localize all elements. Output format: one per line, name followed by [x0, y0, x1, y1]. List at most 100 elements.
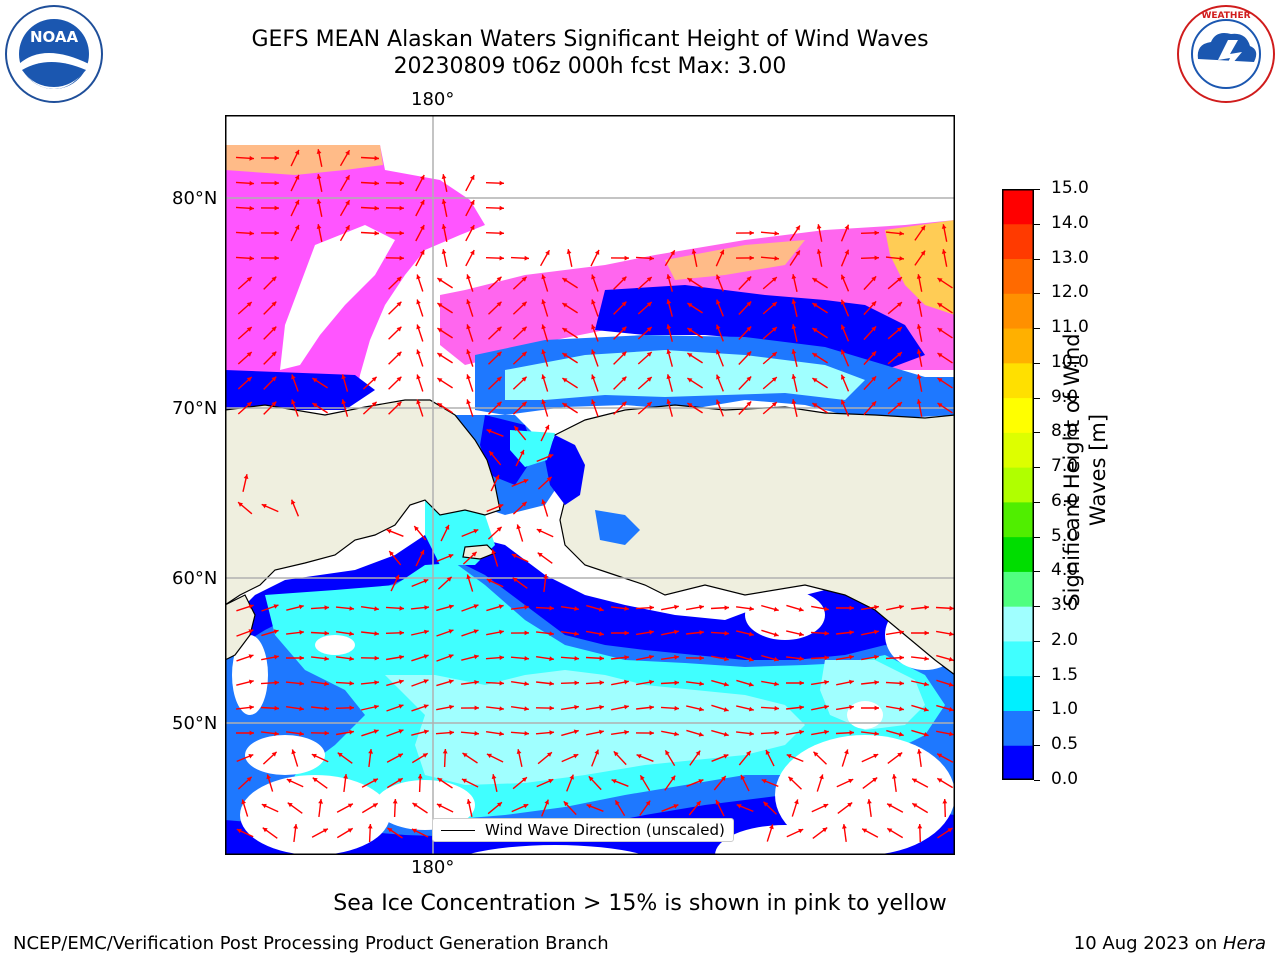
wave-arrow-head [740, 774, 746, 780]
colorbar-tick-mark [1034, 362, 1040, 364]
wave-arrow-head [261, 803, 267, 809]
colorbar-tick-label: 13.0 [1051, 247, 1089, 268]
wave-arrow-head [687, 378, 693, 383]
wave-arrow-head [274, 654, 279, 660]
wave-arrow-head [521, 501, 527, 507]
wave-arrow-head [899, 604, 904, 610]
wave-arrow-head [624, 630, 629, 636]
wave-arrow-head [299, 731, 304, 736]
wave-arrow-head [494, 474, 500, 480]
svg-text:WEATHER: WEATHER [1201, 11, 1250, 21]
colorbar-tick-mark [1034, 780, 1040, 781]
wave-arrow-head [496, 276, 502, 282]
wave-arrow-head [666, 374, 672, 380]
colorbar-segment [1002, 640, 1034, 677]
footer-right: 10 Aug 2023 on Hera [1074, 933, 1266, 954]
wave-arrow-head [899, 680, 904, 686]
colorbar-tick-mark [1034, 571, 1040, 573]
wave-arrow-head [496, 351, 502, 357]
wave-arrow-head [373, 729, 379, 734]
colorbar-tick-label: 0.5 [1051, 734, 1079, 755]
noaa-logo-text: NOAA [30, 28, 79, 46]
wave-arrow-head [541, 374, 546, 380]
siberia-land [225, 399, 501, 606]
wave-arrow-head [749, 731, 754, 736]
wave-arrow-head [765, 749, 771, 755]
wave-arrow-head [923, 681, 929, 687]
wave-arrow-head [396, 401, 402, 407]
wave-arrow-head [746, 351, 752, 357]
wave-arrow-head [420, 225, 425, 230]
wave-arrow-head [491, 549, 496, 555]
wave-arrow-head [548, 454, 554, 459]
wave-arrow-head [749, 230, 754, 236]
wave-arrow-head [599, 655, 604, 661]
wave-arrow-head [699, 604, 704, 610]
wave-arrow-head [640, 775, 645, 781]
wave-arrow-head [621, 301, 627, 307]
wave-arrow-head [524, 706, 529, 711]
wave-arrow-head [799, 729, 804, 735]
wave-arrow-head [471, 551, 477, 557]
wave-arrow-head [345, 225, 350, 231]
wave-arrow-head [674, 629, 679, 635]
wave-arrow-head [274, 205, 279, 211]
wave-arrow-head [512, 577, 518, 583]
wave-arrow-head [841, 324, 846, 330]
lat-label-70: 70°N [172, 398, 218, 419]
wave-arrow-head [293, 824, 298, 829]
wave-arrow-head [812, 328, 818, 333]
wave-arrow-head [924, 630, 929, 636]
colorbar-segment [1002, 293, 1034, 329]
wave-arrow-head [749, 606, 754, 611]
wave-arrow-head [312, 378, 318, 383]
wave-arrow-head [874, 255, 879, 261]
wave-arrow-head [423, 704, 429, 709]
colorbar-title: Significant Height of Wind Waves [m] [1059, 300, 1111, 640]
wave-arrow-head [248, 654, 254, 659]
wave-arrow-head [441, 224, 447, 229]
wave-arrow-head [541, 324, 546, 330]
wave-arrow-head [441, 199, 447, 204]
wave-arrow-head [791, 374, 797, 379]
colorbar-ticks: 0.0 0.5 1.0 1.5 2.0 3.0 4.0 5.0 6.0 7.0 8.0 9.0 10.0… [1034, 178, 1104, 789]
wave-arrow-head [466, 374, 471, 380]
wave-arrow-head [449, 730, 454, 736]
wave-arrow-head [916, 374, 922, 379]
wave-arrow-head [470, 225, 475, 231]
wave-arrow-head [422, 753, 428, 758]
wave-arrow-head [795, 225, 800, 231]
wave-arrow-head [461, 778, 467, 784]
wave-arrow-head [299, 655, 304, 661]
wave-arrow-head [474, 705, 479, 711]
wave-arrow-head [462, 753, 468, 758]
wave-arrow-head [646, 327, 652, 332]
wave-arrow-head [397, 753, 403, 758]
wave-arrow-head [549, 705, 554, 711]
wave-arrow-head [548, 779, 554, 784]
sea-ice-west-band [225, 145, 383, 175]
wave-arrow-head [547, 752, 552, 757]
wave-arrow-head [417, 774, 423, 779]
wave-arrow-head [249, 230, 254, 236]
wave-arrow-head [541, 499, 546, 505]
colorbar-segment [1002, 328, 1034, 364]
wave-arrow-head [716, 274, 721, 280]
wave-arrow-head [448, 679, 454, 684]
wave-arrow-head [795, 250, 800, 256]
wave-arrow-head [397, 778, 403, 783]
wave-arrow-head [486, 578, 492, 584]
wave-arrow-head [746, 301, 752, 307]
wave-arrow-head [448, 554, 454, 559]
wave-arrow-head [771, 302, 777, 307]
lon-label-bottom: 180° [411, 857, 455, 878]
wave-arrow-head [416, 274, 421, 280]
wave-arrow-head [696, 801, 701, 806]
wave-arrow-head [516, 524, 521, 530]
wave-arrow-head [798, 828, 804, 834]
wave-arrow-head [588, 776, 594, 782]
wave-arrow-head [437, 378, 443, 383]
colorbar-segment [1002, 362, 1034, 399]
wave-arrow-head [549, 631, 554, 636]
wave-arrow-head [399, 630, 404, 636]
